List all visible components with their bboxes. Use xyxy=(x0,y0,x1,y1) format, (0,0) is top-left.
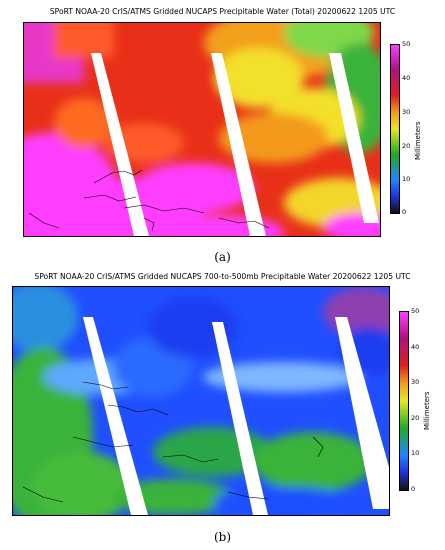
coastlines xyxy=(22,381,324,503)
panel-a-caption: (a) xyxy=(214,250,231,264)
panel-b-caption: (b) xyxy=(213,530,232,544)
map-a-svg xyxy=(24,23,380,236)
panel-b: SPoRT NOAA-20 CrIS/ATMS Gridded NUCAPS 7… xyxy=(0,268,445,550)
swath-gap xyxy=(335,317,389,509)
panel-b-tick-30: 30 xyxy=(411,378,420,386)
panel-a-colorbar xyxy=(390,44,400,214)
panel-a-colorbar-label: Millimeters xyxy=(414,121,422,160)
panel-a-tick-30: 30 xyxy=(402,108,411,116)
panel-b-map xyxy=(12,286,390,516)
panel-a-tick-40: 40 xyxy=(402,74,411,82)
panel-a-map xyxy=(23,22,381,237)
panel-a-tick-10: 10 xyxy=(402,175,411,183)
panel-b-tick-50: 50 xyxy=(411,307,420,315)
panel-a-tick-20: 20 xyxy=(402,142,411,150)
swath-gap xyxy=(91,53,149,236)
panel-b-title: SPoRT NOAA-20 CrIS/ATMS Gridded NUCAPS 7… xyxy=(34,272,411,281)
panel-b-colorbar xyxy=(399,311,409,491)
panel-a-tick-0: 0 xyxy=(402,208,407,216)
swath-gap xyxy=(329,53,379,223)
panel-b-colorbar-label: Millimeters xyxy=(423,391,431,430)
panel-b-tick-40: 40 xyxy=(411,343,420,351)
map-b-svg xyxy=(13,287,389,515)
panel-a: SPoRT NOAA-20 CrIS/ATMS Gridded NUCAPS P… xyxy=(0,0,445,268)
swath-gap xyxy=(83,317,148,515)
panel-a-title: SPoRT NOAA-20 CrIS/ATMS Gridded NUCAPS P… xyxy=(49,7,396,16)
panel-b-tick-20: 20 xyxy=(411,414,420,422)
swath-gap xyxy=(212,322,268,515)
panel-b-tick-0: 0 xyxy=(411,485,416,493)
coastlines xyxy=(28,169,270,232)
panel-a-tick-50: 50 xyxy=(402,40,411,48)
swath-gap xyxy=(211,53,266,236)
panel-b-tick-10: 10 xyxy=(411,449,420,457)
